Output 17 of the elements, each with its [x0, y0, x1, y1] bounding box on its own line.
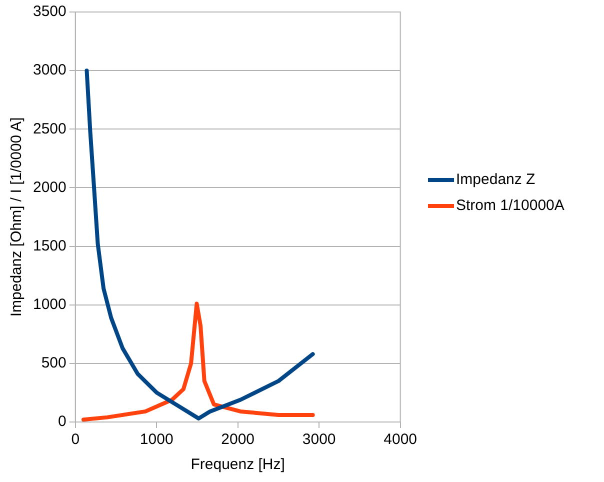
legend-label: Strom 1/10000A — [456, 196, 566, 216]
legend-label: Impedanz Z — [456, 170, 536, 190]
x-tick-label: 4000 — [384, 431, 418, 448]
y-axis-title: Impedanz [Ohm] / I [1/0000 A] — [8, 117, 26, 317]
x-tick-label: 1000 — [140, 431, 174, 448]
y-tick-label: 2000 — [32, 178, 66, 196]
y-tick-label: 500 — [41, 354, 66, 372]
x-axis-title: Frequenz [Hz] — [190, 456, 285, 474]
x-tick-label: 2000 — [221, 431, 255, 448]
y-tick-label: 3000 — [32, 62, 66, 79]
y-tick-label: 0 — [58, 413, 66, 430]
x-tick-label: 3000 — [302, 431, 336, 448]
y-tick-label: 3500 — [32, 3, 66, 20]
y-tick-label: 1000 — [32, 296, 66, 313]
y-tick-label: 2500 — [32, 120, 66, 138]
y-tick-label: 1500 — [32, 237, 66, 254]
x-tick-label: 0 — [71, 431, 80, 448]
